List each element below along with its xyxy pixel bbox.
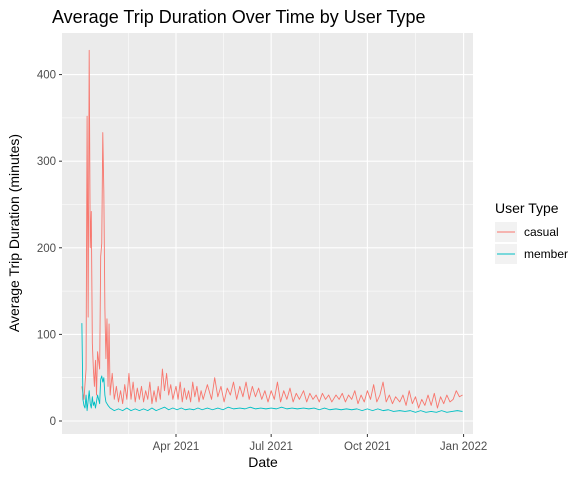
x-tick-label: Jan 2022	[440, 441, 487, 453]
legend-label-casual: casual	[524, 225, 559, 239]
x-axis: Apr 2021 Jul 2021 Oct 2021 Jan 2022	[153, 434, 487, 453]
y-tick-label: 100	[37, 329, 56, 341]
minor-gridlines	[62, 33, 473, 434]
legend-title: User Type	[495, 200, 559, 216]
y-axis-title: Average Trip Duration (minutes)	[6, 134, 22, 332]
x-tick-label: Jul 2021	[249, 441, 292, 453]
y-tick-label: 400	[37, 70, 56, 82]
series-line-casual	[81, 49, 463, 409]
legend-label-member: member	[524, 247, 568, 261]
series-layer	[81, 49, 463, 413]
y-axis: 0 100 200 300 400	[37, 70, 62, 428]
x-tick-label: Oct 2021	[344, 441, 391, 453]
x-axis-title: Date	[248, 454, 278, 470]
plot-panel	[62, 33, 473, 434]
series-line-member	[81, 323, 463, 413]
y-tick-label: 300	[37, 156, 56, 168]
major-gridlines	[62, 33, 473, 434]
legend: User Type casual member	[495, 200, 568, 264]
y-tick-label: 0	[50, 416, 56, 428]
y-tick-label: 200	[37, 243, 56, 255]
x-tick-label: Apr 2021	[153, 441, 200, 453]
chart-title: Average Trip Duration Over Time by User …	[52, 7, 426, 27]
